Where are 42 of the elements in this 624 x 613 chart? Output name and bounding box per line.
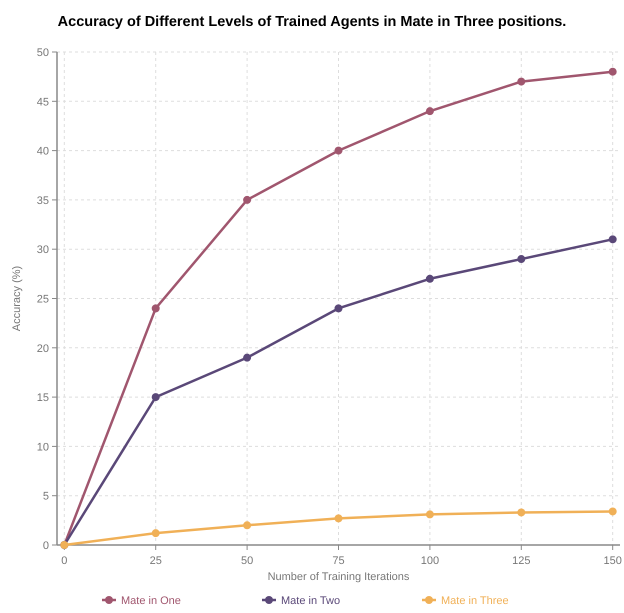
y-tick-label: 5	[42, 490, 49, 503]
point	[608, 235, 617, 244]
legend-label: Mate in Three	[441, 595, 509, 607]
y-tick-label: 45	[36, 96, 49, 108]
point	[426, 107, 434, 116]
y-tick-label: 35	[36, 194, 49, 207]
point	[243, 196, 252, 204]
point	[334, 304, 342, 312]
y-tick-label: 40	[36, 146, 49, 158]
point	[517, 78, 526, 86]
y-tick-label: 0	[42, 540, 49, 552]
chart-title: Accuracy of Different Levels of Trained Agents in Mate in Three positions.	[58, 14, 566, 30]
y-tick-label: 20	[36, 342, 49, 355]
point	[152, 304, 160, 312]
x-tick-label: 0	[61, 555, 68, 567]
point	[152, 393, 160, 402]
y-tick-label: 50	[36, 47, 49, 59]
point	[426, 510, 434, 518]
point	[243, 521, 252, 530]
y-tick-label: 25	[36, 294, 49, 306]
y-tick-label: 15	[36, 392, 49, 404]
legend-label: Mate in Two	[281, 595, 340, 607]
point	[243, 354, 252, 362]
point	[334, 514, 342, 522]
point	[152, 529, 160, 538]
point	[608, 68, 617, 76]
x-axis-title: Number of Training Iterations	[268, 571, 410, 583]
point	[608, 507, 617, 516]
point	[426, 274, 434, 283]
y-tick-label: 30	[36, 244, 49, 256]
y-axis-title: Accuracy (%)	[11, 266, 23, 332]
legend-label: Mate in One	[121, 595, 181, 607]
x-tick-label: 75	[332, 555, 345, 567]
x-tick-label: 125	[512, 555, 530, 567]
point	[517, 508, 526, 516]
x-tick-label: 25	[150, 555, 162, 567]
x-tick-label: 150	[604, 555, 622, 567]
x-tick-label: 100	[420, 555, 440, 567]
point	[517, 255, 526, 264]
x-tick-label: 50	[240, 555, 254, 567]
y-tick-label: 10	[36, 441, 49, 454]
point	[334, 146, 342, 155]
